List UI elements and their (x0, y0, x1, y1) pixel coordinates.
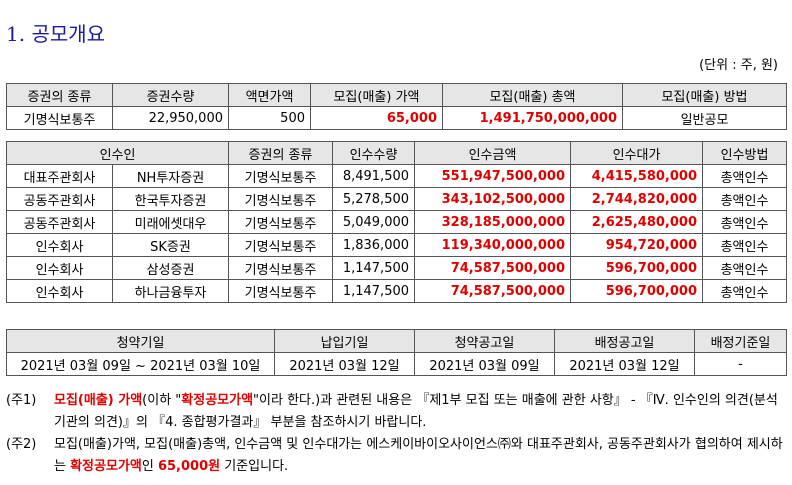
header-offer-method: 모집(매출) 방법 (622, 83, 787, 107)
cell-method: 총액인수 (702, 256, 788, 280)
cell-amount: 328,185,000,000 (414, 210, 572, 234)
cell-firm: NH투자증권 (111, 164, 230, 188)
cell-qty: 1,836,000 (332, 233, 416, 257)
cell-method: 총액인수 (702, 210, 788, 234)
header-offer-price: 모집(매출) 가액 (310, 83, 443, 107)
header-offer-total: 모집(매출) 총액 (442, 83, 623, 107)
footnote-1: (주1) 모집(매출) 가액(이하 "확정공모가액"이라 한다.)과 관련된 내… (6, 390, 786, 434)
cell-role: 대표주관회사 (6, 164, 113, 188)
table-row: 대표주관회사 NH투자증권 기명식보통주 8,491,500 551,947,5… (6, 164, 788, 188)
cell-security-type: 기명식보통주 (228, 210, 334, 234)
cell-fee: 4,415,580,000 (570, 164, 704, 188)
table-row: 인수회사 삼성증권 기명식보통주 1,147,500 74,587,500,00… (6, 256, 788, 280)
cell-qty: 1,147,500 (332, 256, 416, 280)
cell-quantity: 22,950,000 (112, 106, 229, 130)
cell-offer-method: 일반공모 (622, 106, 787, 130)
cell-role: 인수회사 (6, 279, 113, 303)
cell-amount: 343,102,500,000 (414, 187, 572, 211)
highlight-final-price: 확정공모가액 (181, 393, 254, 408)
cell-fee: 596,700,000 (570, 279, 704, 303)
cell-role: 공동주관회사 (6, 187, 113, 211)
footnote-segment: "이라 한다.)과 관련된 내용은 『제1부 모집 또는 매출에 관한 사항』 … (54, 393, 778, 430)
footnotes: (주1) 모집(매출) 가액(이하 "확정공모가액"이라 한다.)과 관련된 내… (6, 390, 786, 478)
footnote-segment: 인 (141, 459, 158, 474)
schedule-table: 청약기일 납입기일 청약공고일 배정공고일 배정기준일 2021년 03월 09… (6, 329, 787, 376)
cell-par-value: 500 (228, 106, 311, 130)
cell-firm: 하나금융투자 (111, 279, 230, 303)
cell-security-type: 기명식보통주 (6, 106, 113, 130)
cell-amount: 74,587,500,000 (414, 256, 572, 280)
cell-amount: 74,587,500,000 (414, 279, 572, 303)
header-par-value: 액면가액 (228, 83, 311, 107)
page-title: 1. 공모개요 (6, 22, 106, 46)
table-row: 공동주관회사 한국투자증권 기명식보통주 5,278,500 343,102,5… (6, 187, 788, 211)
footnote-tag: (주2) (6, 437, 37, 452)
cell-offer-price: 65,000 (310, 106, 443, 130)
footnote-tag: (주1) (6, 393, 37, 408)
cell-amount: 551,947,500,000 (414, 164, 572, 188)
header-underwriter: 인수인 (5, 141, 230, 165)
cell-security-type: 기명식보통주 (228, 187, 334, 211)
cell-fee: 2,625,480,000 (570, 210, 704, 234)
footnote-text: 모집(매출)가액, 모집(매출)총액, 인수금액 및 인수대가는 에스케이바이오… (54, 434, 786, 478)
header-allocation-notice-date: 배정공고일 (554, 329, 695, 353)
cell-method: 총액인수 (702, 164, 788, 188)
header-quantity: 증권수량 (112, 83, 229, 107)
header-underwrite-amount: 인수금액 (414, 141, 572, 165)
highlight-price-value: 65,000원 (157, 459, 221, 474)
header-security-type: 증권의 종류 (6, 83, 113, 107)
cell-qty: 1,147,500 (332, 279, 416, 303)
footnote-text: 모집(매출) 가액(이하 "확정공모가액"이라 한다.)과 관련된 내용은 『제… (54, 390, 786, 434)
cell-allocation-notice-date: 2021년 03월 12일 (554, 352, 695, 376)
header-payment-date: 납입기일 (274, 329, 415, 353)
cell-security-type: 기명식보통주 (228, 164, 334, 188)
cell-role: 인수회사 (6, 256, 113, 280)
cell-offer-total: 1,491,750,000,000 (442, 106, 623, 130)
cell-method: 총액인수 (702, 233, 788, 257)
highlight-offer-price: 모집(매출) 가액 (54, 393, 143, 408)
cell-subscription-notice-date: 2021년 03월 09일 (414, 352, 555, 376)
footnote-segment: 기준입니다. (220, 459, 289, 474)
underwriters-table: 인수인 증권의 종류 인수수량 인수금액 인수대가 인수방법 대표주관회사 NH… (5, 141, 788, 303)
cell-role: 공동주관회사 (6, 210, 113, 234)
table-row: 인수회사 SK증권 기명식보통주 1,836,000 119,340,000,0… (6, 233, 788, 257)
cell-allocation-base-date: - (694, 352, 787, 376)
unit-label: (단위 : 주, 원) (699, 58, 778, 73)
cell-method: 총액인수 (702, 279, 788, 303)
cell-method: 총액인수 (702, 187, 788, 211)
cell-firm: SK증권 (111, 233, 230, 257)
footnote-segment: (이하 " (142, 393, 182, 408)
cell-amount: 119,340,000,000 (414, 233, 572, 257)
table-row: 공동주관회사 미래에셋대우 기명식보통주 5,049,000 328,185,0… (6, 210, 788, 234)
header-allocation-base-date: 배정기준일 (694, 329, 787, 353)
header-underwrite-fee: 인수대가 (570, 141, 704, 165)
cell-firm: 한국투자증권 (111, 187, 230, 211)
footnote-segment: 모집(매출)가액, 모집(매출)총액, 인수금액 및 인수대가는 에스케이바이오… (54, 437, 783, 474)
cell-fee: 954,720,000 (570, 233, 704, 257)
cell-subscription-date: 2021년 03월 09일 ~ 2021년 03월 10일 (6, 352, 275, 376)
cell-qty: 5,278,500 (332, 187, 416, 211)
cell-fee: 596,700,000 (570, 256, 704, 280)
cell-payment-date: 2021년 03월 12일 (274, 352, 415, 376)
header-security-type: 증권의 종류 (228, 141, 334, 165)
header-underwrite-method: 인수방법 (702, 141, 788, 165)
offering-summary-table: 증권의 종류 증권수량 액면가액 모집(매출) 가액 모집(매출) 총액 모집(… (6, 83, 787, 130)
cell-firm: 삼성증권 (111, 256, 230, 280)
cell-qty: 8,491,500 (332, 164, 416, 188)
footnote-2: (주2) 모집(매출)가액, 모집(매출)총액, 인수금액 및 인수대가는 에스… (6, 434, 786, 478)
cell-fee: 2,744,820,000 (570, 187, 704, 211)
cell-role: 인수회사 (6, 233, 113, 257)
table-row: 인수회사 하나금융투자 기명식보통주 1,147,500 74,587,500,… (6, 279, 788, 303)
header-underwrite-qty: 인수수량 (332, 141, 416, 165)
cell-security-type: 기명식보통주 (228, 279, 334, 303)
highlight-final-price: 확정공모가액 (70, 459, 142, 474)
header-subscription-date: 청약기일 (6, 329, 275, 353)
header-subscription-notice-date: 청약공고일 (414, 329, 555, 353)
cell-firm: 미래에셋대우 (111, 210, 230, 234)
cell-qty: 5,049,000 (332, 210, 416, 234)
cell-security-type: 기명식보통주 (228, 256, 334, 280)
cell-security-type: 기명식보통주 (228, 233, 334, 257)
